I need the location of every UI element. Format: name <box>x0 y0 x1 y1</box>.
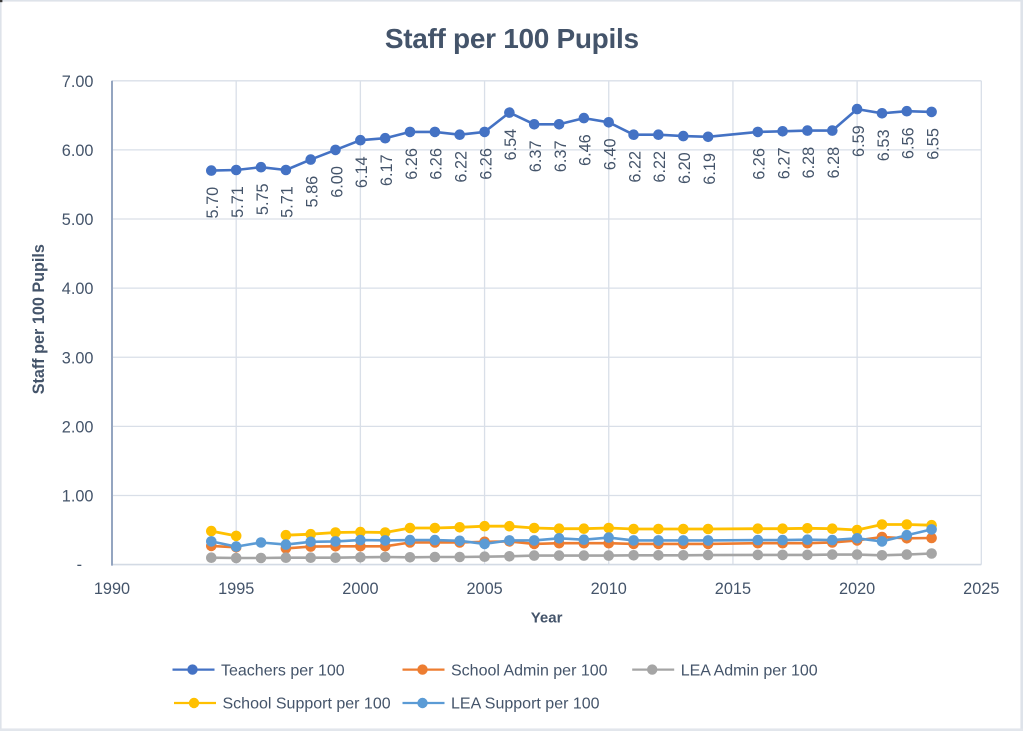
svg-text:2025: 2025 <box>963 580 999 598</box>
svg-text:5.00: 5.00 <box>62 211 94 229</box>
svg-text:6.14: 6.14 <box>353 156 371 188</box>
svg-text:6.22: 6.22 <box>651 151 669 183</box>
svg-text:4.00: 4.00 <box>62 280 94 298</box>
svg-text:2.00: 2.00 <box>62 418 94 436</box>
svg-text:5.86: 5.86 <box>304 176 322 208</box>
svg-text:LEA Admin per 100: LEA Admin per 100 <box>681 662 818 679</box>
svg-text:6.28: 6.28 <box>800 147 818 179</box>
svg-text:6.28: 6.28 <box>825 147 843 179</box>
svg-text:School Support per 100: School Support per 100 <box>223 696 391 713</box>
svg-text:6.37: 6.37 <box>552 140 570 172</box>
svg-text:5.71: 5.71 <box>229 186 247 218</box>
svg-text:2000: 2000 <box>342 580 378 598</box>
svg-text:6.26: 6.26 <box>428 148 446 180</box>
svg-text:5.71: 5.71 <box>279 186 297 218</box>
svg-text:7.00: 7.00 <box>62 73 94 91</box>
svg-text:6.00: 6.00 <box>62 142 94 160</box>
svg-text:6.20: 6.20 <box>676 152 694 184</box>
svg-text:Staff per 100 Pupils: Staff per 100 Pupils <box>30 244 48 394</box>
svg-text:LEA Support per 100: LEA Support per 100 <box>451 696 600 713</box>
svg-text:6.37: 6.37 <box>527 140 545 172</box>
svg-text:6.53: 6.53 <box>875 129 893 161</box>
svg-text:6.22: 6.22 <box>626 151 644 183</box>
svg-text:2005: 2005 <box>466 580 502 598</box>
svg-text:6.55: 6.55 <box>924 128 942 160</box>
svg-text:2020: 2020 <box>839 580 875 598</box>
svg-text:1.00: 1.00 <box>62 488 94 506</box>
svg-text:6.40: 6.40 <box>602 138 620 170</box>
svg-text:1990: 1990 <box>94 580 130 598</box>
svg-text:6.26: 6.26 <box>403 148 421 180</box>
svg-text:1995: 1995 <box>218 580 254 598</box>
svg-text:6.19: 6.19 <box>701 153 719 185</box>
svg-text:Year: Year <box>531 610 563 627</box>
svg-text:-: - <box>77 556 82 574</box>
svg-text:6.17: 6.17 <box>378 154 396 186</box>
svg-text:6.26: 6.26 <box>751 148 769 180</box>
svg-text:Staff per 100 Pupils: Staff per 100 Pupils <box>385 23 639 54</box>
svg-text:6.46: 6.46 <box>577 134 595 166</box>
svg-text:6.27: 6.27 <box>775 147 793 179</box>
svg-text:Teachers per 100: Teachers per 100 <box>221 662 345 679</box>
svg-text:2015: 2015 <box>715 580 751 598</box>
svg-text:2010: 2010 <box>591 580 627 598</box>
svg-text:6.54: 6.54 <box>502 129 520 161</box>
svg-text:6.26: 6.26 <box>477 148 495 180</box>
svg-text:6.59: 6.59 <box>850 125 868 157</box>
svg-text:6.00: 6.00 <box>328 166 346 198</box>
svg-text:6.22: 6.22 <box>453 151 471 183</box>
svg-text:5.70: 5.70 <box>204 187 222 219</box>
svg-text:5.75: 5.75 <box>254 183 272 215</box>
svg-text:6.56: 6.56 <box>900 127 918 159</box>
svg-text:School Admin per 100: School Admin per 100 <box>451 662 608 679</box>
svg-text:3.00: 3.00 <box>62 349 94 367</box>
